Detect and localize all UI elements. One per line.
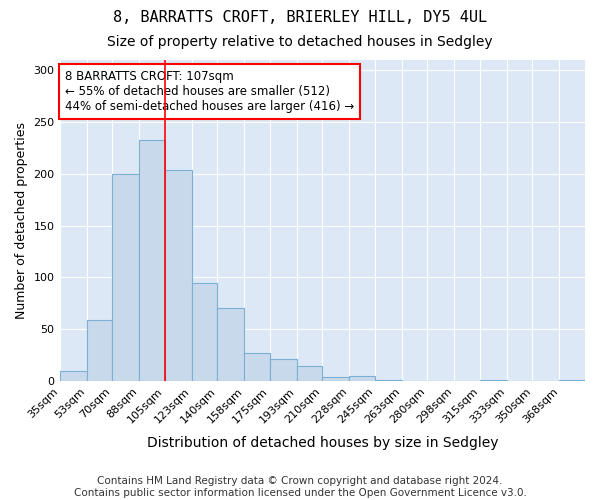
Bar — [349, 376, 375, 381]
Bar — [270, 360, 297, 381]
Bar — [297, 366, 322, 381]
Bar — [112, 174, 139, 381]
X-axis label: Distribution of detached houses by size in Sedgley: Distribution of detached houses by size … — [146, 436, 498, 450]
Bar — [217, 308, 244, 381]
Bar — [139, 140, 164, 381]
Bar — [191, 282, 217, 381]
Bar — [480, 380, 507, 381]
Text: Contains HM Land Registry data © Crown copyright and database right 2024.
Contai: Contains HM Land Registry data © Crown c… — [74, 476, 526, 498]
Text: Size of property relative to detached houses in Sedgley: Size of property relative to detached ho… — [107, 35, 493, 49]
Text: 8, BARRATTS CROFT, BRIERLEY HILL, DY5 4UL: 8, BARRATTS CROFT, BRIERLEY HILL, DY5 4U… — [113, 10, 487, 25]
Y-axis label: Number of detached properties: Number of detached properties — [15, 122, 28, 319]
Bar — [164, 170, 191, 381]
Bar — [244, 353, 270, 381]
Bar — [559, 380, 585, 381]
Bar — [322, 377, 349, 381]
Bar — [375, 380, 402, 381]
Bar — [86, 320, 112, 381]
Bar — [59, 370, 86, 381]
Text: 8 BARRATTS CROFT: 107sqm
← 55% of detached houses are smaller (512)
44% of semi-: 8 BARRATTS CROFT: 107sqm ← 55% of detach… — [65, 70, 354, 112]
